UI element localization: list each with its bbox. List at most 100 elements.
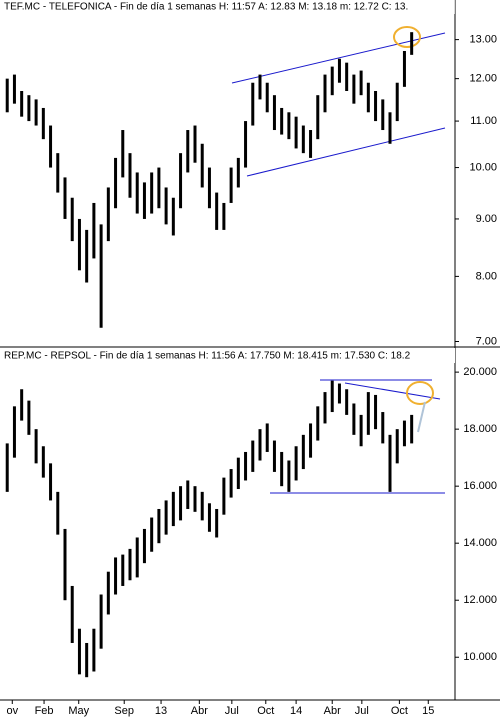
price-bar bbox=[193, 125, 197, 163]
x-tick-label: Abr bbox=[324, 705, 341, 717]
price-bar bbox=[258, 74, 262, 100]
x-tick-label: 13 bbox=[155, 705, 167, 717]
price-bar bbox=[287, 112, 291, 140]
price-bar bbox=[128, 548, 132, 581]
y-tick-label: 11.00 bbox=[470, 115, 497, 127]
price-bar bbox=[272, 440, 276, 472]
price-bar bbox=[388, 112, 392, 144]
price-bar bbox=[114, 157, 118, 209]
price-bar bbox=[135, 537, 139, 578]
price-bar bbox=[179, 153, 183, 209]
price-bar bbox=[34, 429, 38, 464]
price-bar bbox=[63, 177, 67, 219]
x-tick-label: 15 bbox=[422, 705, 434, 717]
price-bar bbox=[56, 153, 60, 193]
price-bar bbox=[41, 107, 45, 140]
price-bar bbox=[359, 70, 363, 96]
x-tick-label: Sep bbox=[114, 705, 134, 717]
price-bar bbox=[157, 508, 161, 544]
x-tick-label: Oct bbox=[391, 705, 408, 717]
price-bar bbox=[337, 383, 341, 404]
price-bar bbox=[171, 197, 175, 236]
chart-title: REP.MC - REPSOL - Fin de día 1 semanas H… bbox=[4, 351, 411, 362]
y-tick-label: 7.00 bbox=[476, 335, 497, 347]
price-bar bbox=[121, 130, 125, 178]
highlight-circle bbox=[406, 381, 434, 405]
price-bar bbox=[12, 406, 16, 458]
price-bar bbox=[309, 130, 313, 158]
price-bar bbox=[99, 224, 103, 328]
price-bar bbox=[207, 503, 211, 532]
x-tick-label: Feb bbox=[35, 705, 54, 717]
price-bar bbox=[92, 628, 96, 672]
price-bar bbox=[280, 107, 284, 135]
price-bar bbox=[114, 557, 118, 595]
price-bar bbox=[179, 486, 183, 521]
trend-line bbox=[246, 127, 446, 177]
price-bar bbox=[142, 528, 146, 564]
price-bar bbox=[236, 157, 240, 188]
price-bar bbox=[150, 172, 154, 214]
price-bar bbox=[366, 392, 370, 435]
y-tick-label: 12.00 bbox=[469, 73, 497, 85]
price-bar bbox=[106, 187, 110, 242]
price-bar bbox=[157, 167, 161, 209]
price-bar bbox=[171, 491, 175, 527]
price-bar bbox=[366, 82, 370, 113]
price-bar bbox=[222, 202, 226, 230]
price-bar bbox=[316, 406, 320, 441]
price-bar bbox=[294, 116, 298, 149]
price-bar bbox=[49, 125, 53, 168]
annotations bbox=[231, 26, 446, 494]
price-bar bbox=[251, 82, 255, 126]
y-tick-label: 16.000 bbox=[463, 480, 497, 492]
price-bar bbox=[5, 78, 9, 113]
x-tick-label: Oct bbox=[257, 705, 274, 717]
price-bar bbox=[41, 446, 45, 478]
price-bar bbox=[244, 451, 248, 481]
x-tick-label: Jul bbox=[225, 705, 239, 717]
price-bar bbox=[193, 486, 197, 512]
price-bar bbox=[251, 440, 255, 472]
y-tick-label: 10.000 bbox=[463, 651, 497, 663]
price-bar bbox=[5, 443, 9, 492]
price-bar bbox=[323, 74, 327, 113]
price-bar bbox=[395, 429, 399, 464]
price-bar bbox=[330, 66, 334, 96]
price-bar bbox=[92, 202, 96, 259]
y-tick-label: 14.000 bbox=[463, 537, 497, 549]
header-bg bbox=[0, 348, 455, 363]
y-tick-label: 18.000 bbox=[463, 423, 497, 435]
price-bar bbox=[135, 172, 139, 214]
y-tick-label: 10.00 bbox=[469, 161, 497, 173]
price-bar bbox=[359, 414, 363, 447]
price-bar bbox=[229, 167, 233, 203]
price-bar bbox=[128, 153, 132, 198]
price-bar bbox=[12, 74, 16, 104]
price-bar bbox=[309, 423, 313, 458]
price-bar bbox=[301, 125, 305, 154]
price-bar bbox=[402, 50, 406, 87]
x-tick-label: Abr bbox=[191, 705, 208, 717]
price-bar bbox=[272, 95, 276, 131]
price-bar bbox=[142, 182, 146, 219]
price-bar bbox=[374, 394, 378, 430]
price-bar bbox=[121, 554, 125, 586]
price-bar bbox=[280, 451, 284, 487]
price-bar bbox=[345, 62, 349, 91]
x-tick-label: ov bbox=[6, 705, 18, 717]
price-bar bbox=[77, 218, 81, 271]
x-tick-label: Jul bbox=[355, 705, 369, 717]
price-bar bbox=[301, 434, 305, 470]
y-tick-label: 20.000 bbox=[463, 366, 497, 378]
price-bar bbox=[20, 389, 24, 421]
price-bar bbox=[323, 392, 327, 424]
trend-line bbox=[231, 32, 446, 84]
y-tick-label: 13.00 bbox=[469, 34, 497, 46]
price-bar bbox=[374, 90, 378, 122]
y-tick-label: 9.00 bbox=[476, 213, 497, 225]
price-bar bbox=[337, 58, 341, 83]
price-bar bbox=[352, 74, 356, 104]
highlight-circle bbox=[393, 26, 421, 48]
